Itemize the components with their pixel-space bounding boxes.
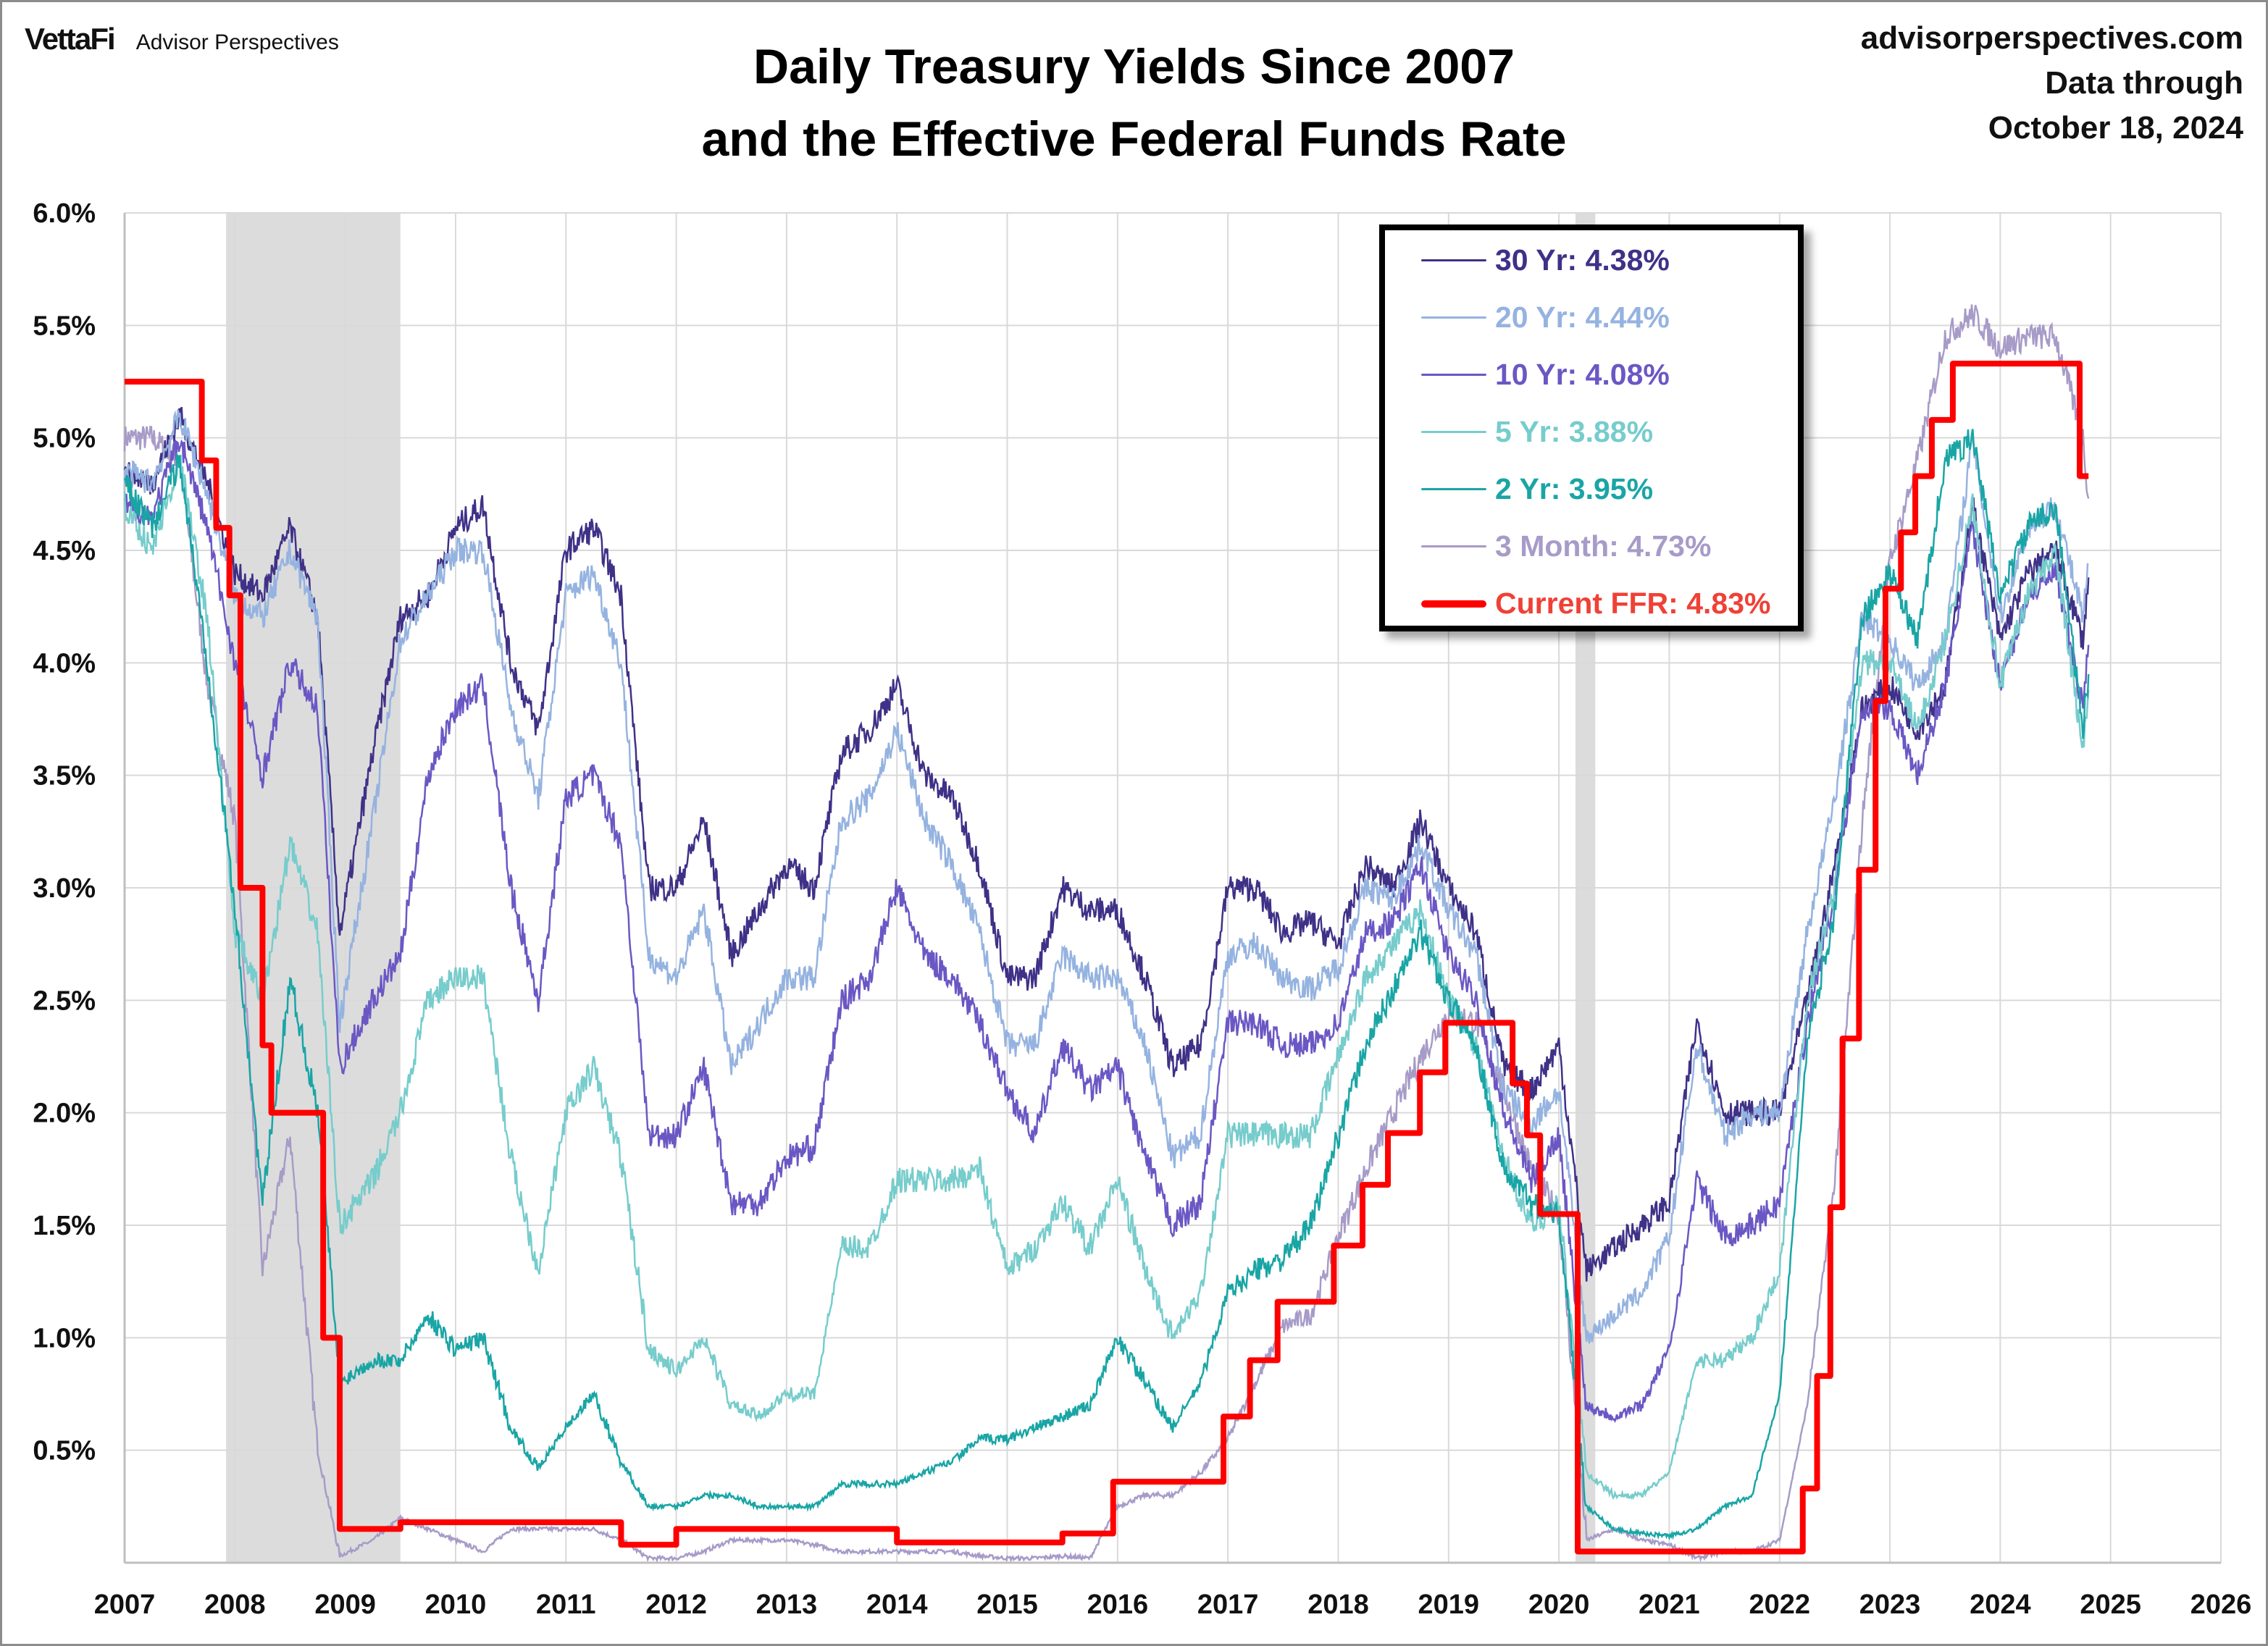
legend-item: 5 Yr: 3.88% (1421, 415, 1653, 449)
series-line-2-yr (123, 429, 2090, 1541)
legend-item: 10 Yr: 4.08% (1421, 358, 1670, 392)
y-tick-label: 0.5% (33, 1436, 96, 1466)
x-tick-label: 2024 (1970, 1590, 2031, 1620)
y-tick-label: 5.0% (33, 424, 96, 454)
brand-name: Advisor Perspectives (135, 30, 339, 54)
chart-subtitle: and the Effective Federal Funds Rate (701, 112, 1567, 167)
legend-label: 2 Yr: 3.95% (1495, 472, 1654, 505)
legend-label: 30 Yr: 4.38% (1495, 243, 1670, 277)
x-tick-label: 2017 (1197, 1590, 1259, 1620)
data-through-date: October 18, 2024 (1988, 110, 2243, 146)
x-tick-label: 2026 (2190, 1590, 2252, 1620)
y-tick-label: 4.5% (33, 536, 96, 566)
x-tick-label: 2011 (536, 1590, 595, 1620)
y-tick-label: 4.0% (33, 648, 96, 679)
x-tick-label: 2023 (1859, 1590, 1921, 1620)
legend-swatch (1421, 259, 1486, 261)
y-tick-label: 3.5% (33, 761, 96, 791)
legend-label: Current FFR: 4.83% (1495, 587, 1771, 620)
y-tick-label: 6.0% (33, 198, 96, 229)
x-tick-label: 2022 (1749, 1590, 1810, 1620)
legend-item: 20 Yr: 4.44% (1421, 301, 1670, 335)
brand: VettaFi Advisor Perspectives (25, 22, 339, 56)
legend-swatch (1421, 431, 1486, 433)
x-tick-label: 2007 (94, 1590, 156, 1620)
y-tick-label: 3.0% (33, 873, 96, 904)
data-through-label: Data through (2045, 65, 2243, 101)
legend-swatch (1421, 488, 1486, 490)
legend-item: 2 Yr: 3.95% (1421, 472, 1653, 506)
chart-title: Daily Treasury Yields Since 2007 (753, 39, 1515, 94)
x-tick-label: 2009 (314, 1590, 376, 1620)
series-line-5-yr (123, 454, 2090, 1500)
legend-item: 30 Yr: 4.38% (1421, 243, 1670, 277)
x-tick-label: 2019 (1418, 1590, 1480, 1620)
legend-item: Current FFR: 4.83% (1421, 587, 1770, 621)
x-tick-label: 2010 (425, 1590, 487, 1620)
legend-swatch (1421, 600, 1486, 608)
y-tick-label: 1.0% (33, 1323, 96, 1353)
legend: 30 Yr: 4.38% 20 Yr: 4.44% 10 Yr: 4.08% 5 Yr… (1379, 224, 1804, 631)
series-line-ffr (125, 361, 2089, 1555)
x-tick-label: 2020 (1528, 1590, 1590, 1620)
x-tick-label: 2016 (1087, 1590, 1149, 1620)
legend-label: 10 Yr: 4.08% (1495, 358, 1670, 391)
x-tick-label: 2025 (2080, 1590, 2141, 1620)
chart-title-block: Daily Treasury Yields Since 2007 and the… (0, 30, 2268, 175)
y-tick-label: 1.5% (33, 1211, 96, 1241)
legend-swatch (1421, 545, 1486, 547)
series-line-10-yr (123, 439, 2090, 1423)
x-tick-label: 2014 (866, 1590, 928, 1620)
series-line-20-yr (123, 409, 2089, 1344)
y-tick-label: 2.0% (33, 1099, 96, 1129)
x-tick-label: 2015 (976, 1590, 1038, 1620)
x-tick-label: 2012 (645, 1590, 707, 1620)
legend-label: 20 Yr: 4.44% (1495, 301, 1670, 334)
y-tick-label: 5.5% (33, 311, 96, 341)
source-info: advisorperspectives.com Data through Oct… (1861, 16, 2243, 151)
x-tick-label: 2013 (756, 1590, 818, 1620)
legend-swatch (1421, 316, 1486, 319)
x-tick-label: 2018 (1307, 1590, 1369, 1620)
series-line-3-month (123, 304, 2090, 1563)
y-tick-label: 2.5% (33, 986, 96, 1016)
legend-label: 5 Yr: 3.88% (1495, 415, 1654, 448)
legend-item: 3 Month: 4.73% (1421, 529, 1711, 563)
legend-label: 3 Month: 4.73% (1495, 529, 1712, 563)
legend-swatch (1421, 374, 1486, 376)
x-tick-label: 2021 (1639, 1590, 1700, 1620)
vettafi-logo: VettaFi (25, 22, 116, 56)
x-tick-label: 2008 (204, 1590, 266, 1620)
site-url: advisorperspectives.com (1860, 20, 2243, 56)
